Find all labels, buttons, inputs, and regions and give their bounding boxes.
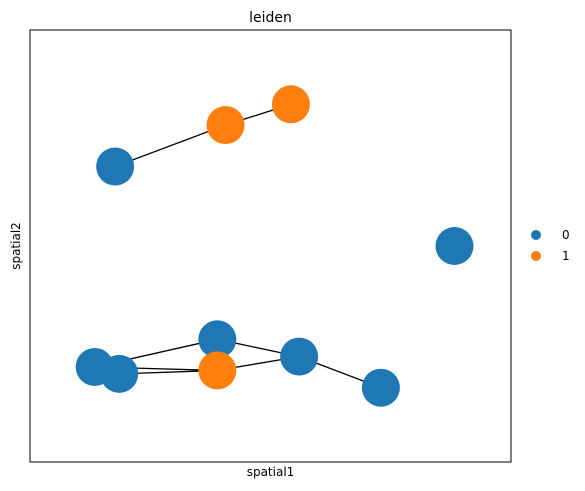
data-point-cluster-1 <box>198 351 237 390</box>
data-point-cluster-0 <box>280 337 319 376</box>
y-axis-label: spatial2 <box>9 222 23 270</box>
legend-item: 1 <box>531 249 570 263</box>
legend-marker <box>531 230 541 240</box>
legend-marker <box>531 251 541 261</box>
data-point-cluster-1 <box>206 106 245 145</box>
data-point-cluster-0 <box>100 354 139 393</box>
legend: 01 <box>531 228 570 263</box>
chart-title: leiden <box>249 10 292 26</box>
data-point-cluster-0 <box>361 368 400 407</box>
graph-edge <box>114 124 226 168</box>
data-point-cluster-0 <box>435 227 474 265</box>
plot-frame <box>29 29 512 463</box>
nodes-layer <box>75 85 474 407</box>
legend-label: 1 <box>562 249 570 263</box>
data-point-cluster-0 <box>198 320 237 359</box>
data-point-cluster-0 <box>96 147 135 186</box>
data-point-cluster-1 <box>271 85 310 124</box>
x-axis-label: spatial1 <box>247 465 295 479</box>
legend-label: 0 <box>562 228 570 242</box>
legend-item: 0 <box>531 228 570 242</box>
